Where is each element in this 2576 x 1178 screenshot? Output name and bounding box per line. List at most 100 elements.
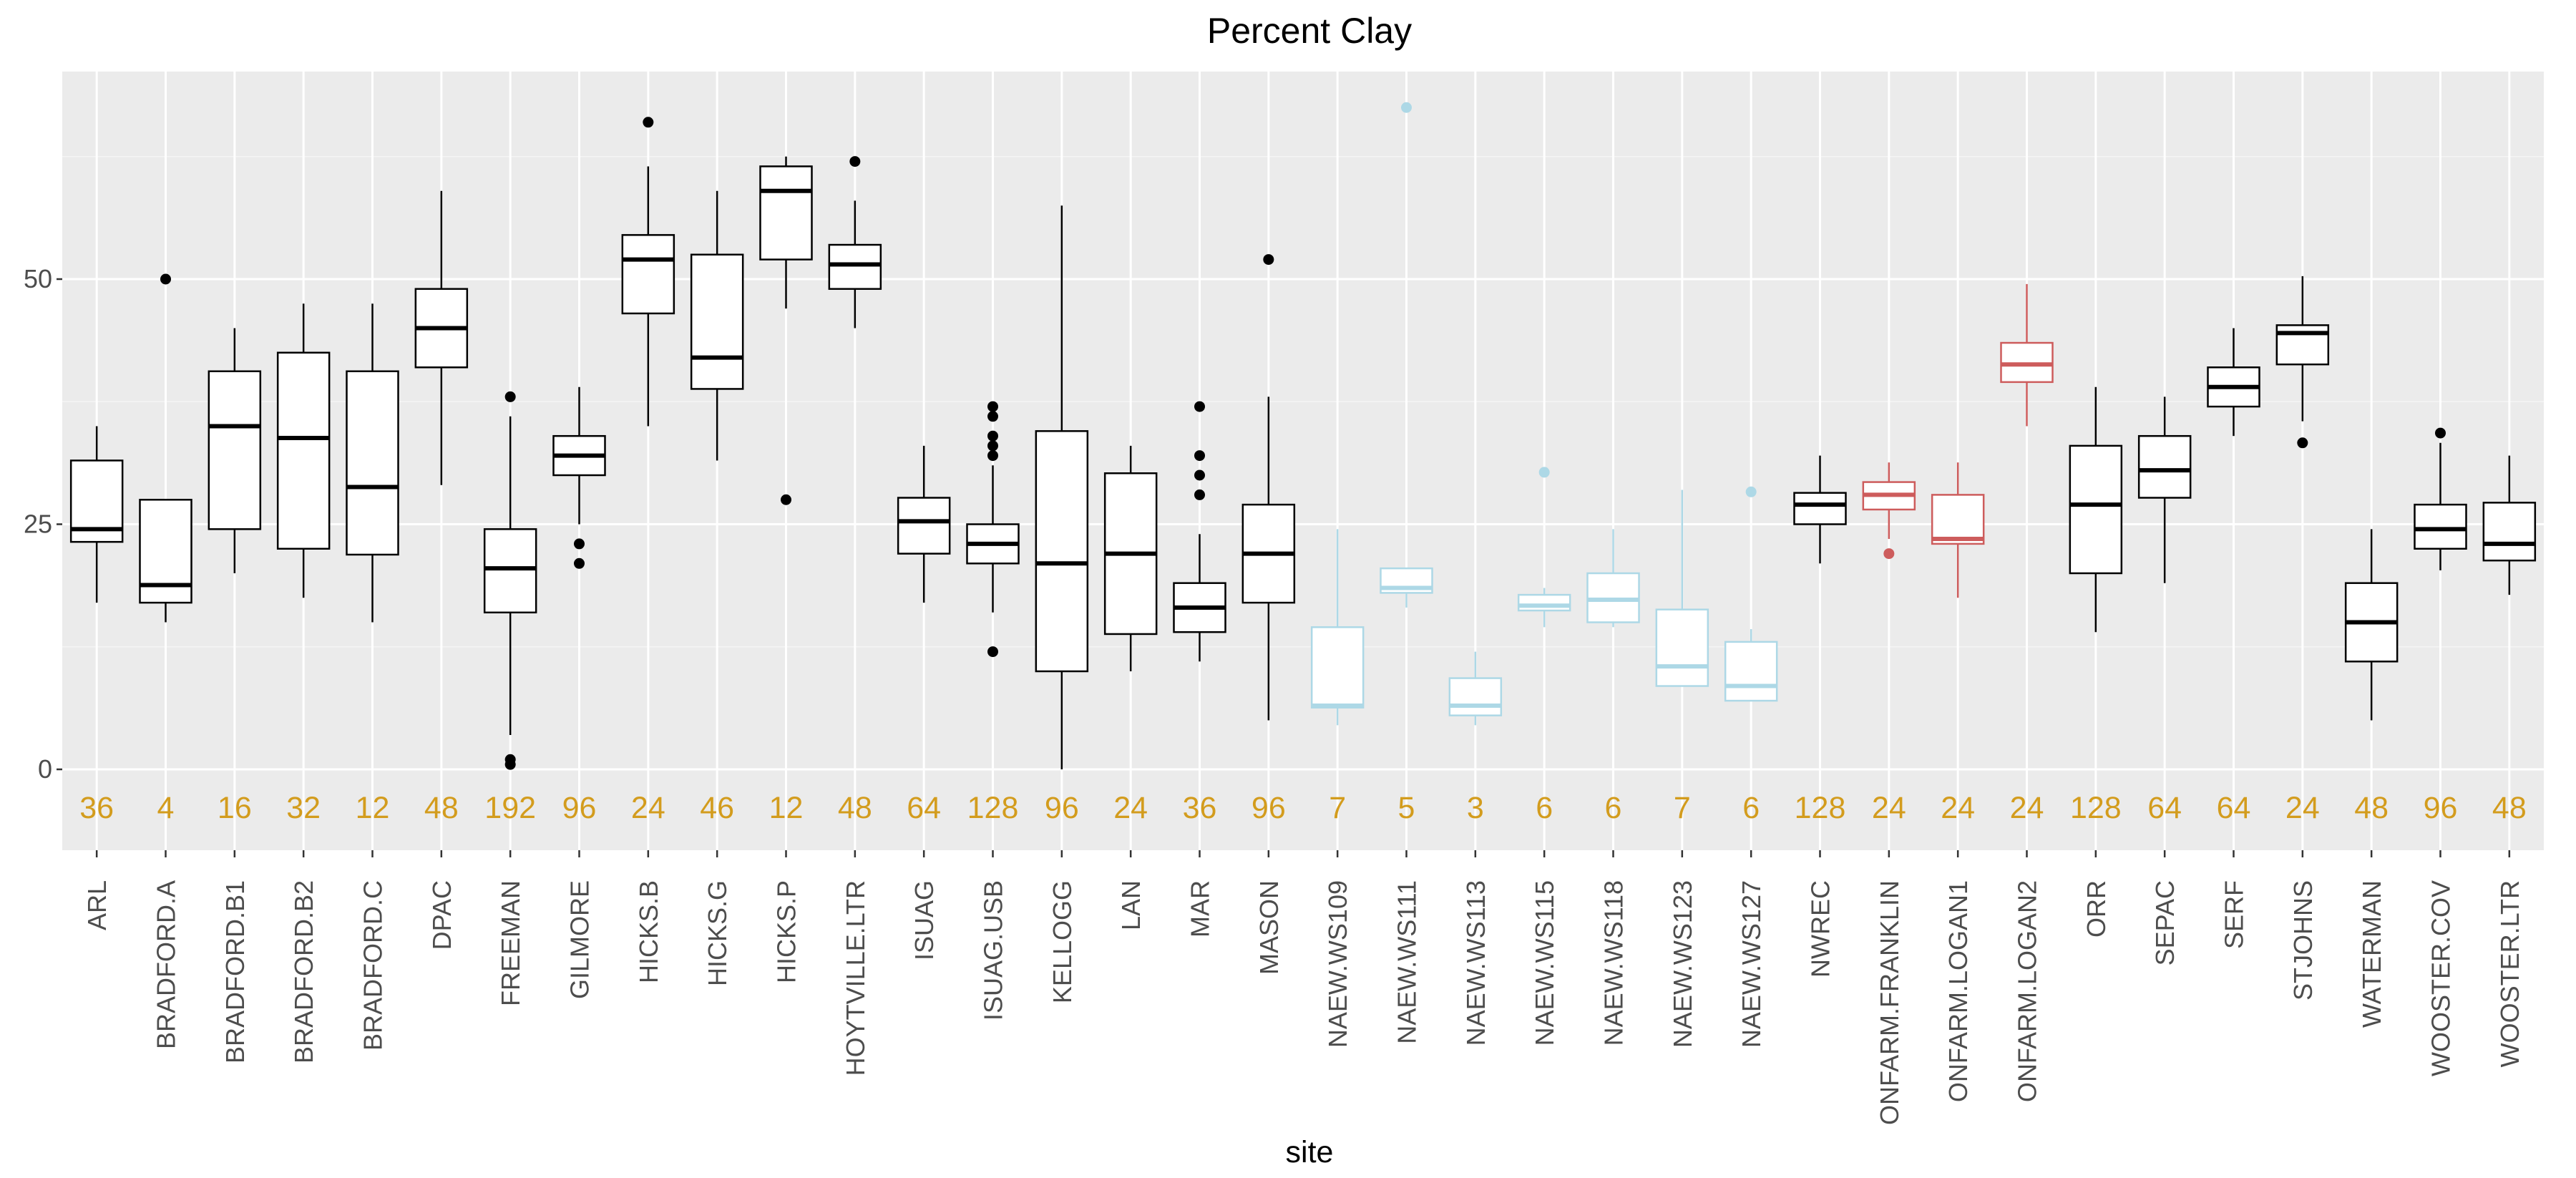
outlier-point [1194,469,1205,481]
x-tick-label: STJOHNS [2288,880,2318,1001]
count-label: 12 [769,791,804,825]
outlier-point [1883,548,1895,560]
count-label: 96 [1252,791,1286,825]
boxplot-mar [1173,401,1226,662]
outlier-point [987,646,998,658]
count-label: 5 [1398,791,1415,825]
count-label: 24 [1941,791,1975,825]
count-label: 6 [1536,791,1553,825]
count-label: 12 [356,791,390,825]
box-iqr [483,528,537,614]
count-label: 96 [2424,791,2458,825]
outlier-point [987,430,998,442]
boxplot-waterman [2344,529,2399,721]
x-tick-label: WOOSTER.COV [2426,880,2456,1076]
count-label: 48 [2354,791,2389,825]
count-label: 64 [907,791,941,825]
boxplot-naew-ws123 [1655,490,1709,687]
outlier-point [504,391,516,402]
x-tick-label: NAEW.WS118 [1599,880,1629,1046]
outlier-point [781,494,791,505]
box-layer [69,102,2537,770]
box-iqr [2482,502,2537,562]
boxplot-nwrec [1793,455,1847,564]
x-tick-label: NAEW.WS115 [1530,880,1559,1046]
boxplot-hoytville-ltr [828,156,882,328]
axis-layer: 0 25 50 ARL BRADFORD.A BRADFORD.B1 BRADFORD.B2… [24,264,2524,1125]
box-iqr [759,165,813,261]
boxplot-kellogg [1035,205,1089,769]
x-tick-label: BRADFORD.A [152,880,181,1049]
y-tick-label: 0 [38,754,52,784]
outlier-point [1194,401,1205,412]
box-iqr [139,499,192,604]
count-label: 48 [838,791,872,825]
x-tick-label: NAEW.WS111 [1392,880,1422,1044]
boxplot-onfarm-franklin [1862,462,1916,560]
x-tick-label: BRADFORD.B1 [220,880,250,1063]
x-tick-label: HICKS.G [703,880,732,986]
count-label: 24 [2285,791,2320,825]
boxplot-wooster-cov [2414,427,2467,570]
count-label: 48 [424,791,459,825]
boxplot-naew-ws118 [1586,529,1640,628]
x-tick-label: SERF [2220,880,2249,949]
x-tick-label: NAEW.WS113 [1461,880,1491,1046]
outlier-point [987,450,998,462]
x-axis-title: site [1286,1135,1334,1169]
boxplot-freeman [483,391,537,770]
boxplot-bradford-b2 [276,303,331,598]
boxplot-mason [1241,254,1296,721]
count-label: 64 [2217,791,2251,825]
count-label: 3 [1467,791,1484,825]
x-tick-label: WATERMAN [2357,880,2386,1028]
y-tick-label: 25 [24,510,52,539]
outlier-point [987,401,998,412]
count-label: 96 [562,791,597,825]
box-iqr [828,243,882,290]
box-iqr [2069,444,2123,575]
box-iqr [2414,503,2467,550]
boxplot-bradford-b1 [208,328,262,573]
x-tick-label: ORR [2082,880,2111,938]
outlier-point [1745,486,1757,497]
count-label: 24 [1872,791,1906,825]
outlier-point [1194,489,1205,500]
x-tick-label: ARL [82,880,112,930]
count-layer: 36 4 16 32 12 48 192 96 24 46 12 48 64 128 96 24 36 96 7 5 3… [79,791,2527,825]
boxplot-onfarm-logan1 [1931,462,1985,598]
box-iqr [1931,494,1985,545]
x-tick-label: HICKS.P [772,880,801,983]
count-label: 24 [1113,791,1148,825]
boxplot-naew-ws113 [1448,651,1503,726]
boxplot-naew-ws115 [1517,467,1571,628]
boxplot-orr [2069,386,2123,633]
box-iqr [1724,641,1778,702]
outlier-point [849,156,861,167]
count-label: 16 [218,791,252,825]
count-label: 48 [2492,791,2527,825]
count-label: 36 [79,791,114,825]
outlier-point [643,117,654,128]
count-label: 192 [484,791,536,825]
x-tick-label: SEPAC [2150,880,2180,965]
x-tick-label: BRADFORD.C [358,880,388,1051]
boxplot-onfarm-logan2 [2000,283,2054,427]
count-label: 64 [2147,791,2182,825]
box-iqr [208,370,262,530]
x-tick-label: KELLOGG [1048,880,1077,1003]
count-label: 7 [1329,791,1346,825]
x-tick-label: ISUAG.USB [979,880,1008,1021]
y-tick-label: 50 [24,264,52,293]
outlier-point [160,273,171,285]
count-label: 36 [1183,791,1217,825]
boxplot-bradford-c [346,303,399,623]
x-tick-label: BRADFORD.B2 [289,880,318,1063]
count-label: 128 [1795,791,1846,825]
x-tick-label: NAEW.WS123 [1668,880,1697,1048]
boxplot-gilmore [552,386,606,569]
x-tick-label: ONFARM.LOGAN2 [2013,880,2042,1102]
box-iqr [621,234,675,315]
